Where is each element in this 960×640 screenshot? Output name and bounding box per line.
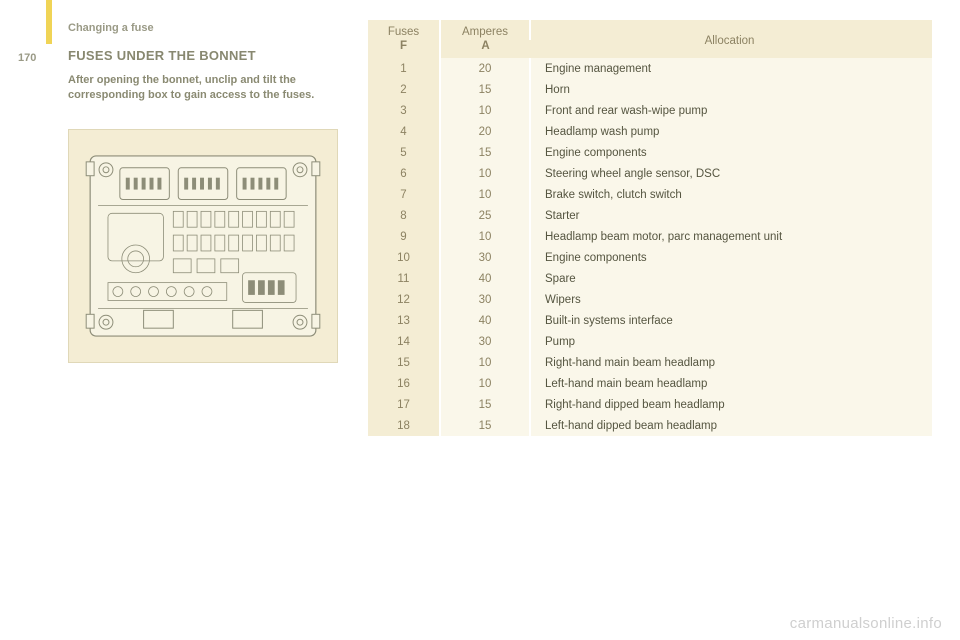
- alloc-cell: Spare: [530, 268, 932, 289]
- alloc-cell: Engine management: [530, 58, 932, 79]
- alloc-cell: Engine components: [530, 142, 932, 163]
- amp-cell: 15: [440, 142, 530, 163]
- table-row: 1815Left-hand dipped beam headlamp: [368, 415, 932, 436]
- alloc-cell: Engine components: [530, 247, 932, 268]
- left-column: Changing a fuse FUSES UNDER THE BONNET A…: [8, 20, 348, 640]
- alloc-cell: Pump: [530, 331, 932, 352]
- alloc-cell: Left-hand main beam headlamp: [530, 373, 932, 394]
- table-row: 910Headlamp beam motor, parc management …: [368, 226, 932, 247]
- table-row: 1715Right-hand dipped beam headlamp: [368, 394, 932, 415]
- fusebox-diagram: [68, 129, 338, 363]
- fuse-cell: 18: [368, 415, 440, 436]
- fuse-cell: 13: [368, 310, 440, 331]
- amp-cell: 10: [440, 184, 530, 205]
- table-row: 825Starter: [368, 205, 932, 226]
- table-row: 1430Pump: [368, 331, 932, 352]
- fusebox-svg: [83, 148, 323, 344]
- fuse-cell: 1: [368, 58, 440, 79]
- alloc-cell: Left-hand dipped beam headlamp: [530, 415, 932, 436]
- fuse-cell: 11: [368, 268, 440, 289]
- amp-cell: 40: [440, 268, 530, 289]
- fuse-cell: 14: [368, 331, 440, 352]
- amp-cell: 30: [440, 289, 530, 310]
- th-fuses: Fuses: [368, 20, 440, 40]
- fuse-cell: 10: [368, 247, 440, 268]
- breadcrumb: Changing a fuse: [68, 22, 348, 34]
- table-row: 120Engine management: [368, 58, 932, 79]
- table-row: 310Front and rear wash-wipe pump: [368, 100, 932, 121]
- th-fuses-sub: F: [368, 40, 440, 58]
- table-row: 610Steering wheel angle sensor, DSC: [368, 163, 932, 184]
- intro-text: After opening the bonnet, unclip and til…: [68, 73, 348, 103]
- amp-cell: 30: [440, 331, 530, 352]
- table-row: 1230Wipers: [368, 289, 932, 310]
- fuse-cell: 6: [368, 163, 440, 184]
- alloc-cell: Headlamp beam motor, parc management uni…: [530, 226, 932, 247]
- amp-cell: 20: [440, 58, 530, 79]
- table-row: 1030Engine components: [368, 247, 932, 268]
- fuse-table: Fuses Amperes Allocation F A 120Engine m…: [368, 20, 932, 436]
- fuse-cell: 15: [368, 352, 440, 373]
- fuse-cell: 17: [368, 394, 440, 415]
- fuse-cell: 9: [368, 226, 440, 247]
- fuse-cell: 4: [368, 121, 440, 142]
- amp-cell: 10: [440, 373, 530, 394]
- fuse-cell: 7: [368, 184, 440, 205]
- amp-cell: 25: [440, 205, 530, 226]
- amp-cell: 30: [440, 247, 530, 268]
- alloc-cell: Steering wheel angle sensor, DSC: [530, 163, 932, 184]
- accent-bar: [46, 0, 52, 44]
- amp-cell: 15: [440, 394, 530, 415]
- fuse-cell: 5: [368, 142, 440, 163]
- fuse-cell: 8: [368, 205, 440, 226]
- alloc-cell: Horn: [530, 79, 932, 100]
- fuse-cell: 2: [368, 79, 440, 100]
- th-allocation: Allocation: [530, 20, 932, 58]
- table-row: 1510Right-hand main beam headlamp: [368, 352, 932, 373]
- th-amperes-sub: A: [440, 40, 530, 58]
- amp-cell: 10: [440, 163, 530, 184]
- fuse-cell: 16: [368, 373, 440, 394]
- fuse-cell: 3: [368, 100, 440, 121]
- alloc-cell: Headlamp wash pump: [530, 121, 932, 142]
- right-column: Fuses Amperes Allocation F A 120Engine m…: [348, 20, 932, 640]
- alloc-cell: Right-hand main beam headlamp: [530, 352, 932, 373]
- alloc-cell: Right-hand dipped beam headlamp: [530, 394, 932, 415]
- amp-cell: 15: [440, 79, 530, 100]
- alloc-cell: Built-in systems interface: [530, 310, 932, 331]
- amp-cell: 10: [440, 100, 530, 121]
- amp-cell: 10: [440, 352, 530, 373]
- amp-cell: 15: [440, 415, 530, 436]
- table-row: 1140Spare: [368, 268, 932, 289]
- page-number: 170: [18, 52, 36, 64]
- section-title: FUSES UNDER THE BONNET: [68, 48, 348, 63]
- fuse-cell: 12: [368, 289, 440, 310]
- table-row: 1340Built-in systems interface: [368, 310, 932, 331]
- table-row: 215Horn: [368, 79, 932, 100]
- alloc-cell: Front and rear wash-wipe pump: [530, 100, 932, 121]
- alloc-cell: Wipers: [530, 289, 932, 310]
- amp-cell: 40: [440, 310, 530, 331]
- table-row: 1610Left-hand main beam headlamp: [368, 373, 932, 394]
- table-row: 515Engine components: [368, 142, 932, 163]
- alloc-cell: Brake switch, clutch switch: [530, 184, 932, 205]
- page-content: Changing a fuse FUSES UNDER THE BONNET A…: [0, 0, 960, 640]
- alloc-cell: Starter: [530, 205, 932, 226]
- th-amperes: Amperes: [440, 20, 530, 40]
- watermark: carmanualsonline.info: [790, 615, 942, 632]
- table-row: 710Brake switch, clutch switch: [368, 184, 932, 205]
- amp-cell: 10: [440, 226, 530, 247]
- table-row: 420Headlamp wash pump: [368, 121, 932, 142]
- amp-cell: 20: [440, 121, 530, 142]
